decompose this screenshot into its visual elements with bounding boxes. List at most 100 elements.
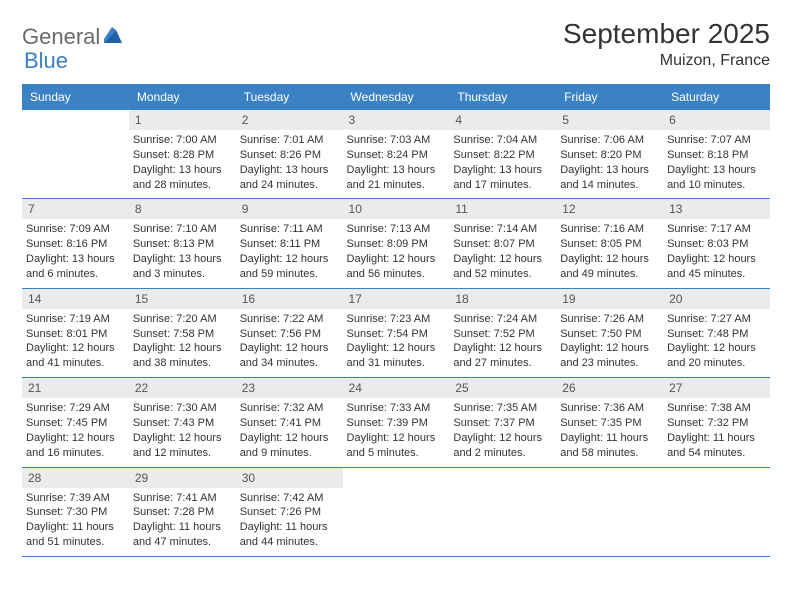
daylight-text-1: Daylight: 12 hours xyxy=(667,341,766,356)
daylight-text-1: Daylight: 11 hours xyxy=(133,520,232,535)
day-number: 28 xyxy=(22,468,129,488)
day-cell: 8Sunrise: 7:10 AMSunset: 8:13 PMDaylight… xyxy=(129,199,236,288)
day-header-mon: Monday xyxy=(129,84,236,110)
day-header-wed: Wednesday xyxy=(343,84,450,110)
day-info: Sunrise: 7:41 AMSunset: 7:28 PMDaylight:… xyxy=(129,488,236,556)
day-cell: 14Sunrise: 7:19 AMSunset: 8:01 PMDayligh… xyxy=(22,288,129,377)
day-cell: 16Sunrise: 7:22 AMSunset: 7:56 PMDayligh… xyxy=(236,288,343,377)
daylight-text-2: and 59 minutes. xyxy=(240,267,339,282)
daylight-text-2: and 47 minutes. xyxy=(133,535,232,550)
day-info: Sunrise: 7:06 AMSunset: 8:20 PMDaylight:… xyxy=(556,130,663,198)
day-number: 6 xyxy=(663,110,770,130)
sunrise-text: Sunrise: 7:04 AM xyxy=(453,133,552,148)
day-info: Sunrise: 7:00 AMSunset: 8:28 PMDaylight:… xyxy=(129,130,236,198)
daylight-text-1: Daylight: 12 hours xyxy=(667,252,766,267)
daylight-text-1: Daylight: 12 hours xyxy=(453,341,552,356)
day-number: 8 xyxy=(129,199,236,219)
daylight-text-1: Daylight: 12 hours xyxy=(240,252,339,267)
day-info: Sunrise: 7:11 AMSunset: 8:11 PMDaylight:… xyxy=(236,219,343,287)
daylight-text-1: Daylight: 13 hours xyxy=(347,163,446,178)
sunrise-text: Sunrise: 7:13 AM xyxy=(347,222,446,237)
daylight-text-2: and 3 minutes. xyxy=(133,267,232,282)
daylight-text-1: Daylight: 12 hours xyxy=(347,431,446,446)
daylight-text-2: and 52 minutes. xyxy=(453,267,552,282)
day-number: 15 xyxy=(129,289,236,309)
day-number: 4 xyxy=(449,110,556,130)
week-row: 28Sunrise: 7:39 AMSunset: 7:30 PMDayligh… xyxy=(22,467,770,556)
day-info: Sunrise: 7:09 AMSunset: 8:16 PMDaylight:… xyxy=(22,219,129,287)
day-header-tue: Tuesday xyxy=(236,84,343,110)
sunrise-text: Sunrise: 7:24 AM xyxy=(453,312,552,327)
day-cell: 12Sunrise: 7:16 AMSunset: 8:05 PMDayligh… xyxy=(556,199,663,288)
daylight-text-1: Daylight: 12 hours xyxy=(133,341,232,356)
day-number: 10 xyxy=(343,199,450,219)
daylight-text-2: and 34 minutes. xyxy=(240,356,339,371)
daylight-text-2: and 23 minutes. xyxy=(560,356,659,371)
logo: General xyxy=(22,24,126,50)
daylight-text-1: Daylight: 12 hours xyxy=(26,341,125,356)
day-cell: . xyxy=(663,467,770,556)
day-info: Sunrise: 7:03 AMSunset: 8:24 PMDaylight:… xyxy=(343,130,450,198)
day-info: Sunrise: 7:29 AMSunset: 7:45 PMDaylight:… xyxy=(22,398,129,466)
sunset-text: Sunset: 8:11 PM xyxy=(240,237,339,252)
day-number: 18 xyxy=(449,289,556,309)
sunset-text: Sunset: 8:13 PM xyxy=(133,237,232,252)
day-cell: 24Sunrise: 7:33 AMSunset: 7:39 PMDayligh… xyxy=(343,378,450,467)
day-cell: 27Sunrise: 7:38 AMSunset: 7:32 PMDayligh… xyxy=(663,378,770,467)
week-row: . 1Sunrise: 7:00 AMSunset: 8:28 PMDaylig… xyxy=(22,110,770,199)
day-number: 22 xyxy=(129,378,236,398)
day-number: 24 xyxy=(343,378,450,398)
day-info: Sunrise: 7:14 AMSunset: 8:07 PMDaylight:… xyxy=(449,219,556,287)
daylight-text-1: Daylight: 11 hours xyxy=(560,431,659,446)
day-info: Sunrise: 7:04 AMSunset: 8:22 PMDaylight:… xyxy=(449,130,556,198)
day-info: Sunrise: 7:13 AMSunset: 8:09 PMDaylight:… xyxy=(343,219,450,287)
day-number: 3 xyxy=(343,110,450,130)
logo-triangle-icon xyxy=(104,27,124,48)
sunrise-text: Sunrise: 7:07 AM xyxy=(667,133,766,148)
logo-text-blue: Blue xyxy=(24,48,68,73)
day-number: 16 xyxy=(236,289,343,309)
sunset-text: Sunset: 8:22 PM xyxy=(453,148,552,163)
sunrise-text: Sunrise: 7:33 AM xyxy=(347,401,446,416)
day-number: 11 xyxy=(449,199,556,219)
day-cell: . xyxy=(22,110,129,199)
day-cell: 15Sunrise: 7:20 AMSunset: 7:58 PMDayligh… xyxy=(129,288,236,377)
sunset-text: Sunset: 7:50 PM xyxy=(560,327,659,342)
week-row: 21Sunrise: 7:29 AMSunset: 7:45 PMDayligh… xyxy=(22,378,770,467)
week-row: 7Sunrise: 7:09 AMSunset: 8:16 PMDaylight… xyxy=(22,199,770,288)
daylight-text-2: and 51 minutes. xyxy=(26,535,125,550)
daylight-text-1: Daylight: 12 hours xyxy=(560,341,659,356)
sunset-text: Sunset: 8:24 PM xyxy=(347,148,446,163)
day-cell: 22Sunrise: 7:30 AMSunset: 7:43 PMDayligh… xyxy=(129,378,236,467)
day-number: 20 xyxy=(663,289,770,309)
month-title: September 2025 xyxy=(563,18,770,50)
daylight-text-2: and 45 minutes. xyxy=(667,267,766,282)
day-info: Sunrise: 7:07 AMSunset: 8:18 PMDaylight:… xyxy=(663,130,770,198)
day-number: 17 xyxy=(343,289,450,309)
daylight-text-2: and 54 minutes. xyxy=(667,446,766,461)
daylight-text-1: Daylight: 11 hours xyxy=(240,520,339,535)
sunset-text: Sunset: 8:18 PM xyxy=(667,148,766,163)
day-cell: 9Sunrise: 7:11 AMSunset: 8:11 PMDaylight… xyxy=(236,199,343,288)
day-cell: 21Sunrise: 7:29 AMSunset: 7:45 PMDayligh… xyxy=(22,378,129,467)
day-header-thu: Thursday xyxy=(449,84,556,110)
day-cell: . xyxy=(343,467,450,556)
daylight-text-2: and 14 minutes. xyxy=(560,178,659,193)
day-number: 7 xyxy=(22,199,129,219)
sunrise-text: Sunrise: 7:36 AM xyxy=(560,401,659,416)
sunset-text: Sunset: 7:45 PM xyxy=(26,416,125,431)
day-info: Sunrise: 7:22 AMSunset: 7:56 PMDaylight:… xyxy=(236,309,343,377)
sunset-text: Sunset: 8:16 PM xyxy=(26,237,125,252)
day-info: Sunrise: 7:01 AMSunset: 8:26 PMDaylight:… xyxy=(236,130,343,198)
sunset-text: Sunset: 8:03 PM xyxy=(667,237,766,252)
sunset-text: Sunset: 7:43 PM xyxy=(133,416,232,431)
daylight-text-1: Daylight: 12 hours xyxy=(453,252,552,267)
sunset-text: Sunset: 8:28 PM xyxy=(133,148,232,163)
daylight-text-2: and 38 minutes. xyxy=(133,356,232,371)
daylight-text-2: and 56 minutes. xyxy=(347,267,446,282)
daylight-text-2: and 20 minutes. xyxy=(667,356,766,371)
day-info: Sunrise: 7:19 AMSunset: 8:01 PMDaylight:… xyxy=(22,309,129,377)
daylight-text-2: and 24 minutes. xyxy=(240,178,339,193)
location-text: Muizon, France xyxy=(563,52,770,70)
sunrise-text: Sunrise: 7:26 AM xyxy=(560,312,659,327)
